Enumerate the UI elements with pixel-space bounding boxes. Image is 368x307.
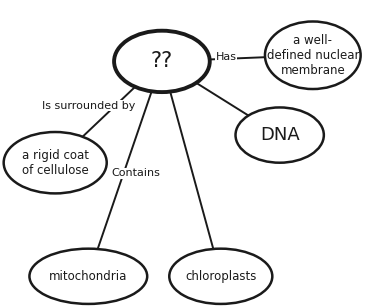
Ellipse shape — [114, 31, 210, 92]
Ellipse shape — [236, 107, 324, 163]
Text: Contains: Contains — [112, 169, 160, 178]
Text: chloroplasts: chloroplasts — [185, 270, 256, 283]
Text: mitochondria: mitochondria — [49, 270, 127, 283]
Text: Is surrounded by: Is surrounded by — [42, 101, 135, 111]
Text: a well-
defined nuclear
membrane: a well- defined nuclear membrane — [266, 34, 359, 77]
Text: ??: ?? — [151, 51, 173, 72]
Text: Has: Has — [216, 52, 237, 62]
Ellipse shape — [4, 132, 107, 193]
Text: DNA: DNA — [260, 126, 300, 144]
Ellipse shape — [169, 249, 272, 304]
Ellipse shape — [29, 249, 147, 304]
Ellipse shape — [265, 21, 361, 89]
Text: a rigid coat
of cellulose: a rigid coat of cellulose — [22, 149, 89, 177]
